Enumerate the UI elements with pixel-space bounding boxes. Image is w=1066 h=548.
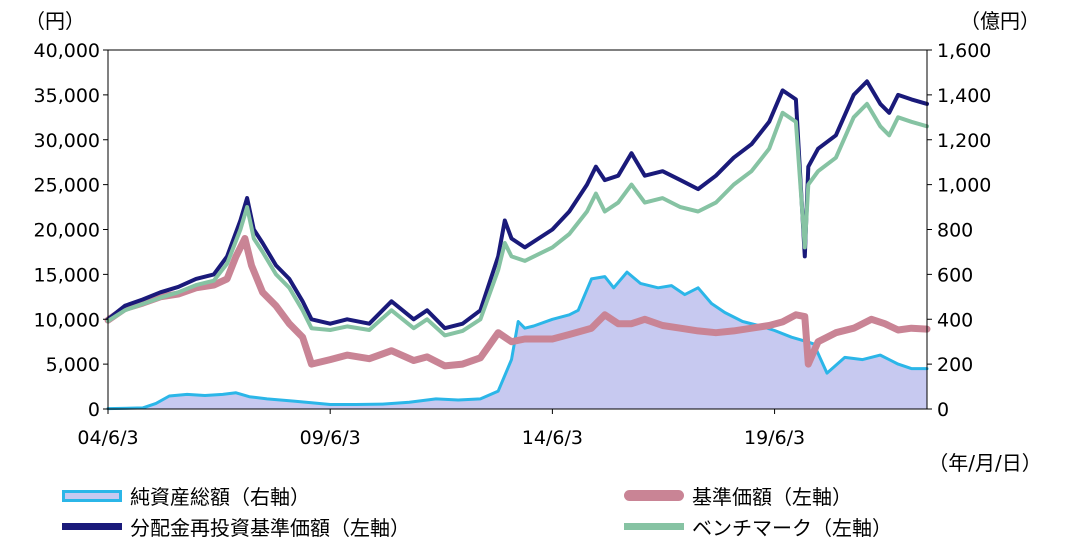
right-tick-label: 800 (937, 220, 973, 242)
left-tick-label: 35,000 (34, 85, 100, 107)
left-tick-label: 20,000 (34, 220, 100, 242)
right-tick-label: 0 (937, 399, 949, 421)
left-tick-label: 30,000 (34, 130, 100, 152)
x-tick-label: 09/6/3 (300, 427, 361, 449)
right-tick-label: 1,200 (937, 130, 991, 152)
right-tick-label: 1,400 (937, 85, 991, 107)
series-line-reinvested-nav (106, 79, 929, 331)
right-tick-label: 400 (937, 309, 973, 331)
x-tick-label: 19/6/3 (744, 427, 805, 449)
right-tick-label: 1,600 (937, 40, 991, 62)
left-tick-label: 5,000 (46, 354, 100, 376)
series-line-benchmark (106, 101, 929, 338)
left-axis-unit-label: （円） (25, 9, 85, 33)
right-tick-label: 1,000 (937, 175, 991, 197)
right-axis-unit-label: （億円） (960, 9, 1040, 33)
axes: 0 5,000 10,000 15,000 20,000 25,000 30,000 35,0… (34, 40, 992, 449)
series-line-net-assets (106, 270, 929, 411)
x-axis-unit-label: （年/月/日） (928, 451, 1041, 475)
x-tick-label: 04/6/3 (77, 427, 138, 449)
series-line-nav (104, 235, 931, 370)
x-tick-label: 14/6/3 (522, 427, 583, 449)
left-tick-label: 25,000 (34, 175, 100, 197)
left-tick-label: 15,000 (34, 264, 100, 286)
plot-area (104, 79, 931, 411)
left-tick-label: 40,000 (34, 40, 100, 62)
left-tick-label: 0 (88, 399, 100, 421)
right-tick-label: 200 (937, 354, 973, 376)
right-tick-label: 600 (937, 264, 973, 286)
left-tick-label: 10,000 (34, 309, 100, 331)
